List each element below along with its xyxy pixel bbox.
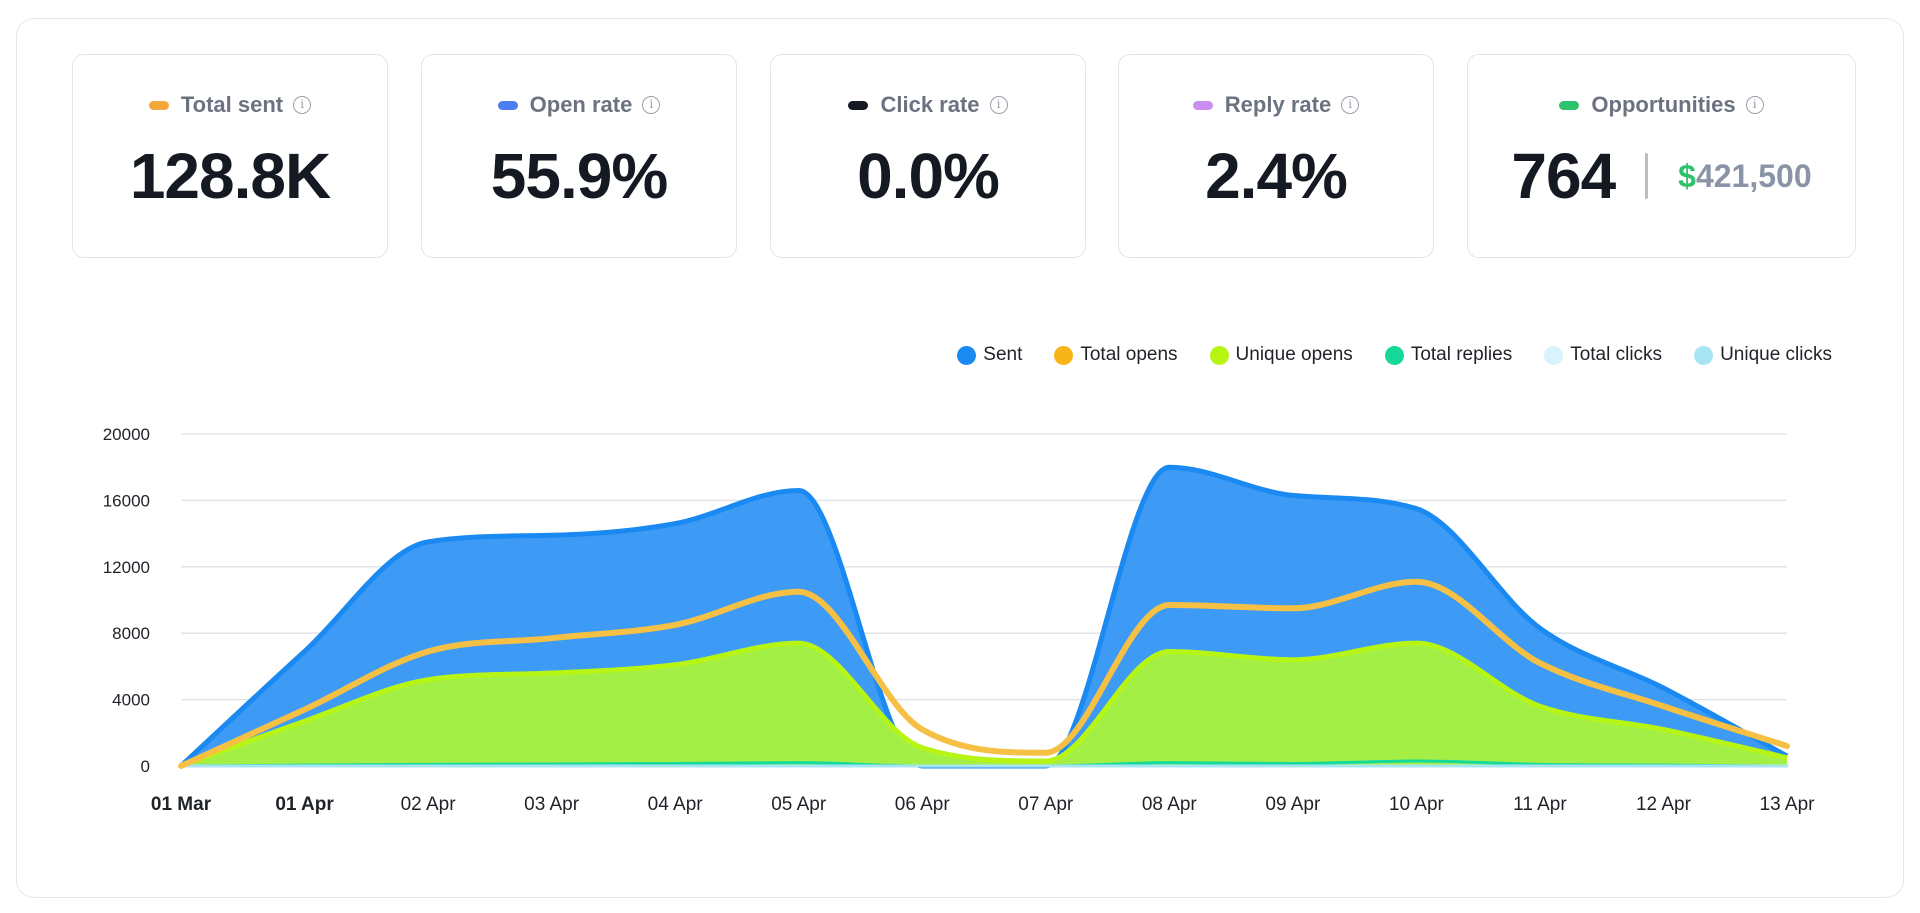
card-value: 0.0% bbox=[857, 140, 1000, 212]
info-icon[interactable]: i bbox=[989, 96, 1008, 114]
card-total-sent: Total sent i 128.8K bbox=[72, 54, 388, 258]
opportunities-value: $421,500 bbox=[1678, 158, 1811, 195]
info-icon[interactable]: i bbox=[642, 96, 661, 114]
y-tick-label: 20000 bbox=[103, 425, 150, 444]
card-label: Click rate bbox=[880, 92, 980, 117]
card-click-rate: Click rate i 0.0% bbox=[770, 54, 1086, 258]
legend-marker bbox=[957, 345, 977, 365]
card-label: Opportunities bbox=[1591, 92, 1736, 117]
x-tick-label: 01 Apr bbox=[275, 794, 334, 815]
card-opportunities: Opportunities i 764 $421,500 bbox=[1467, 54, 1856, 258]
currency-symbol: $ bbox=[1678, 157, 1696, 194]
x-tick-label: 05 Apr bbox=[771, 794, 827, 815]
open-rate-marker bbox=[497, 100, 518, 110]
x-tick-label: 03 Apr bbox=[524, 794, 580, 815]
legend-label: Sent bbox=[983, 344, 1023, 365]
legend-item-total-clicks[interactable]: Total clicks bbox=[1544, 344, 1662, 366]
series-line-total-opens bbox=[178, 578, 1790, 769]
legend-marker bbox=[1384, 345, 1404, 365]
card-label: Total sent bbox=[180, 92, 284, 117]
legend-marker bbox=[1544, 345, 1564, 365]
legend-item-unique-opens[interactable]: Unique opens bbox=[1209, 344, 1353, 366]
card-reply-rate: Reply rate i 2.4% bbox=[1118, 54, 1434, 258]
x-tick-label: 06 Apr bbox=[895, 794, 951, 815]
click-rate-marker bbox=[848, 100, 869, 110]
x-tick-label: 04 Apr bbox=[648, 794, 704, 815]
legend-item-total-opens[interactable]: Total opens bbox=[1054, 344, 1178, 366]
x-tick-label: 11 Apr bbox=[1513, 794, 1567, 815]
chart-legend: Sent Total opens Unique opens Total repl… bbox=[957, 344, 1832, 366]
opportunities-count: 764 bbox=[1511, 140, 1616, 212]
legend-marker bbox=[1209, 345, 1229, 365]
info-icon[interactable]: i bbox=[1745, 96, 1764, 114]
y-tick-label: 16000 bbox=[103, 491, 150, 510]
x-tick-label: 12 Apr bbox=[1636, 794, 1692, 815]
legend-label: Total clicks bbox=[1570, 344, 1663, 365]
total-sent-marker bbox=[148, 100, 169, 110]
x-tick-label: 02 Apr bbox=[401, 794, 457, 815]
x-tick-label: 13 Apr bbox=[1760, 794, 1816, 815]
legend-item-sent[interactable]: Sent bbox=[957, 344, 1022, 366]
y-tick-label: 0 bbox=[141, 757, 150, 776]
divider bbox=[1645, 153, 1649, 199]
x-tick-label: 09 Apr bbox=[1265, 794, 1321, 815]
x-tick-label: 08 Apr bbox=[1142, 794, 1198, 815]
y-tick-label: 4000 bbox=[112, 691, 150, 710]
info-icon[interactable]: i bbox=[1341, 96, 1360, 114]
legend-item-total-replies[interactable]: Total replies bbox=[1384, 344, 1513, 366]
card-label: Reply rate bbox=[1224, 92, 1332, 117]
legend-label: Total opens bbox=[1080, 344, 1178, 365]
legend-marker bbox=[1694, 345, 1714, 365]
card-value: 55.9% bbox=[490, 140, 668, 212]
card-value: 128.8K bbox=[129, 140, 331, 212]
x-tick-label: 10 Apr bbox=[1389, 794, 1445, 815]
reply-rate-marker bbox=[1192, 100, 1213, 110]
legend-label: Unique clicks bbox=[1720, 344, 1832, 365]
y-tick-label: 8000 bbox=[112, 624, 150, 643]
card-open-rate: Open rate i 55.9% bbox=[421, 54, 737, 258]
legend-label: Unique opens bbox=[1235, 344, 1353, 365]
series-line-unique-opens bbox=[180, 640, 1788, 769]
card-label: Open rate bbox=[529, 92, 633, 117]
legend-marker bbox=[1054, 345, 1074, 365]
card-value: 2.4% bbox=[1205, 140, 1348, 212]
legend-item-unique-clicks[interactable]: Unique clicks bbox=[1694, 344, 1832, 366]
opportunities-marker bbox=[1559, 100, 1580, 110]
x-tick-label: 01 Mar bbox=[151, 794, 212, 815]
opportunities-amount: 421,500 bbox=[1695, 157, 1812, 194]
x-tick-label: 07 Apr bbox=[1018, 794, 1074, 815]
info-icon[interactable]: i bbox=[293, 96, 312, 114]
legend-label: Total replies bbox=[1410, 344, 1513, 365]
y-tick-label: 12000 bbox=[103, 558, 150, 577]
